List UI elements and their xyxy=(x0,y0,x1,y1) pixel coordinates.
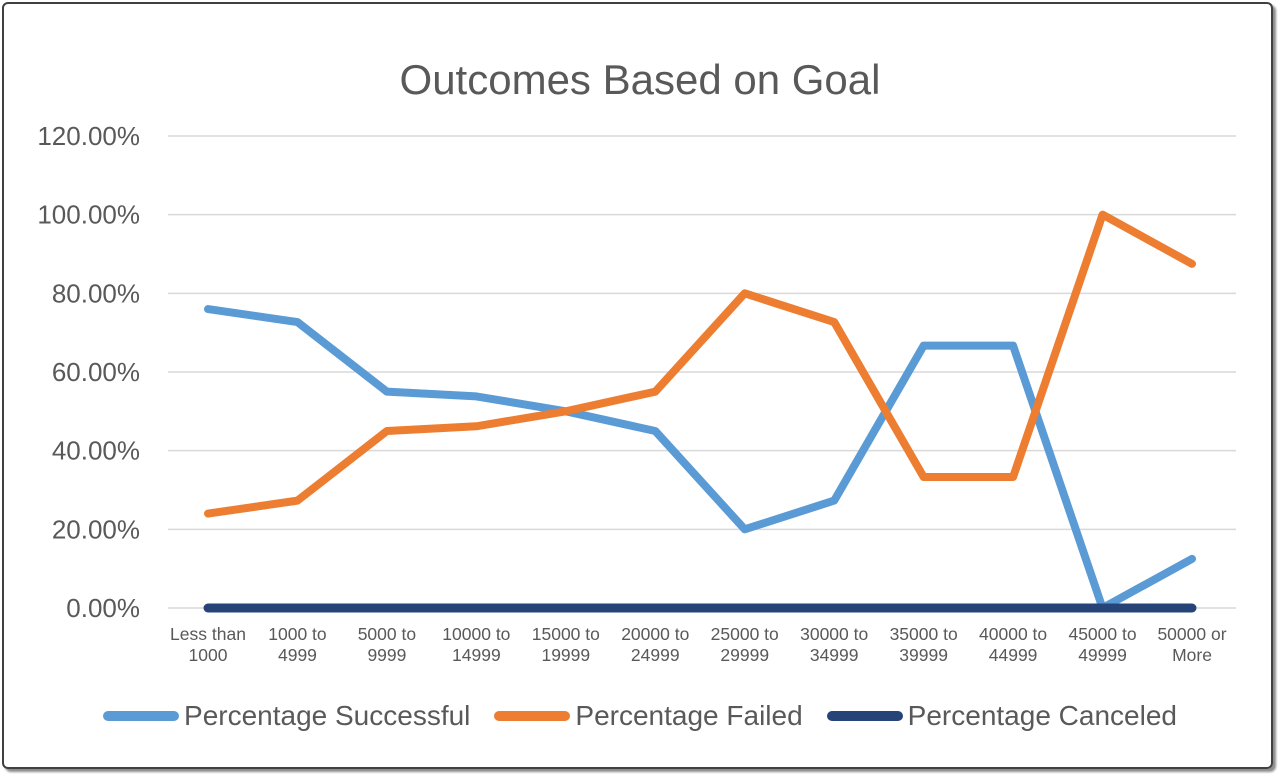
legend-label-percentage-canceled: Percentage Canceled xyxy=(907,700,1177,731)
y-tick-label: 40.00% xyxy=(52,436,140,466)
y-tick-label: 100.00% xyxy=(37,200,140,230)
series-line-percentage-successful xyxy=(204,305,1196,612)
y-tick-label: 80.00% xyxy=(52,278,140,308)
x-category-label: 20000 to 24999 xyxy=(621,624,689,665)
x-category-label: 5000 to 9999 xyxy=(358,624,416,665)
y-tick-label: 0.00% xyxy=(66,593,140,623)
legend-label-percentage-successful: Percentage Successful xyxy=(184,700,471,731)
x-category-label: 40000 to 44999 xyxy=(979,624,1047,665)
legend-item-percentage-canceled: Percentage Canceled xyxy=(826,700,1177,732)
x-category-label: 35000 to 39999 xyxy=(890,624,958,665)
legend-label-percentage-failed: Percentage Failed xyxy=(575,700,803,731)
legend: Percentage Successful Percentage Failed Pe… xyxy=(0,696,1280,736)
x-category-label: 30000 to 34999 xyxy=(800,624,868,665)
y-tick-label: 20.00% xyxy=(52,514,140,544)
legend-swatch-percentage-successful xyxy=(103,711,180,721)
x-category-label: 50000 or More xyxy=(1157,624,1226,665)
x-category-label: Less than 1000 xyxy=(170,624,246,665)
legend-item-percentage-failed: Percentage Failed xyxy=(494,700,803,732)
legend-swatch-percentage-failed xyxy=(494,711,571,721)
legend-item-percentage-successful: Percentage Successful xyxy=(103,700,470,732)
x-category-label: 1000 to 4999 xyxy=(268,624,326,665)
y-tick-label: 120.00% xyxy=(37,121,140,151)
x-category-label: 25000 to 29999 xyxy=(711,624,779,665)
x-category-label: 45000 to 49999 xyxy=(1068,624,1136,665)
y-tick-label: 60.00% xyxy=(52,357,140,387)
legend-swatch-percentage-canceled xyxy=(826,711,903,721)
x-category-label: 15000 to 19999 xyxy=(532,624,600,665)
x-category-label: 10000 to 14999 xyxy=(442,624,510,665)
chart-title: Outcomes Based on Goal xyxy=(399,56,881,104)
series-line-percentage-failed xyxy=(204,210,1196,518)
